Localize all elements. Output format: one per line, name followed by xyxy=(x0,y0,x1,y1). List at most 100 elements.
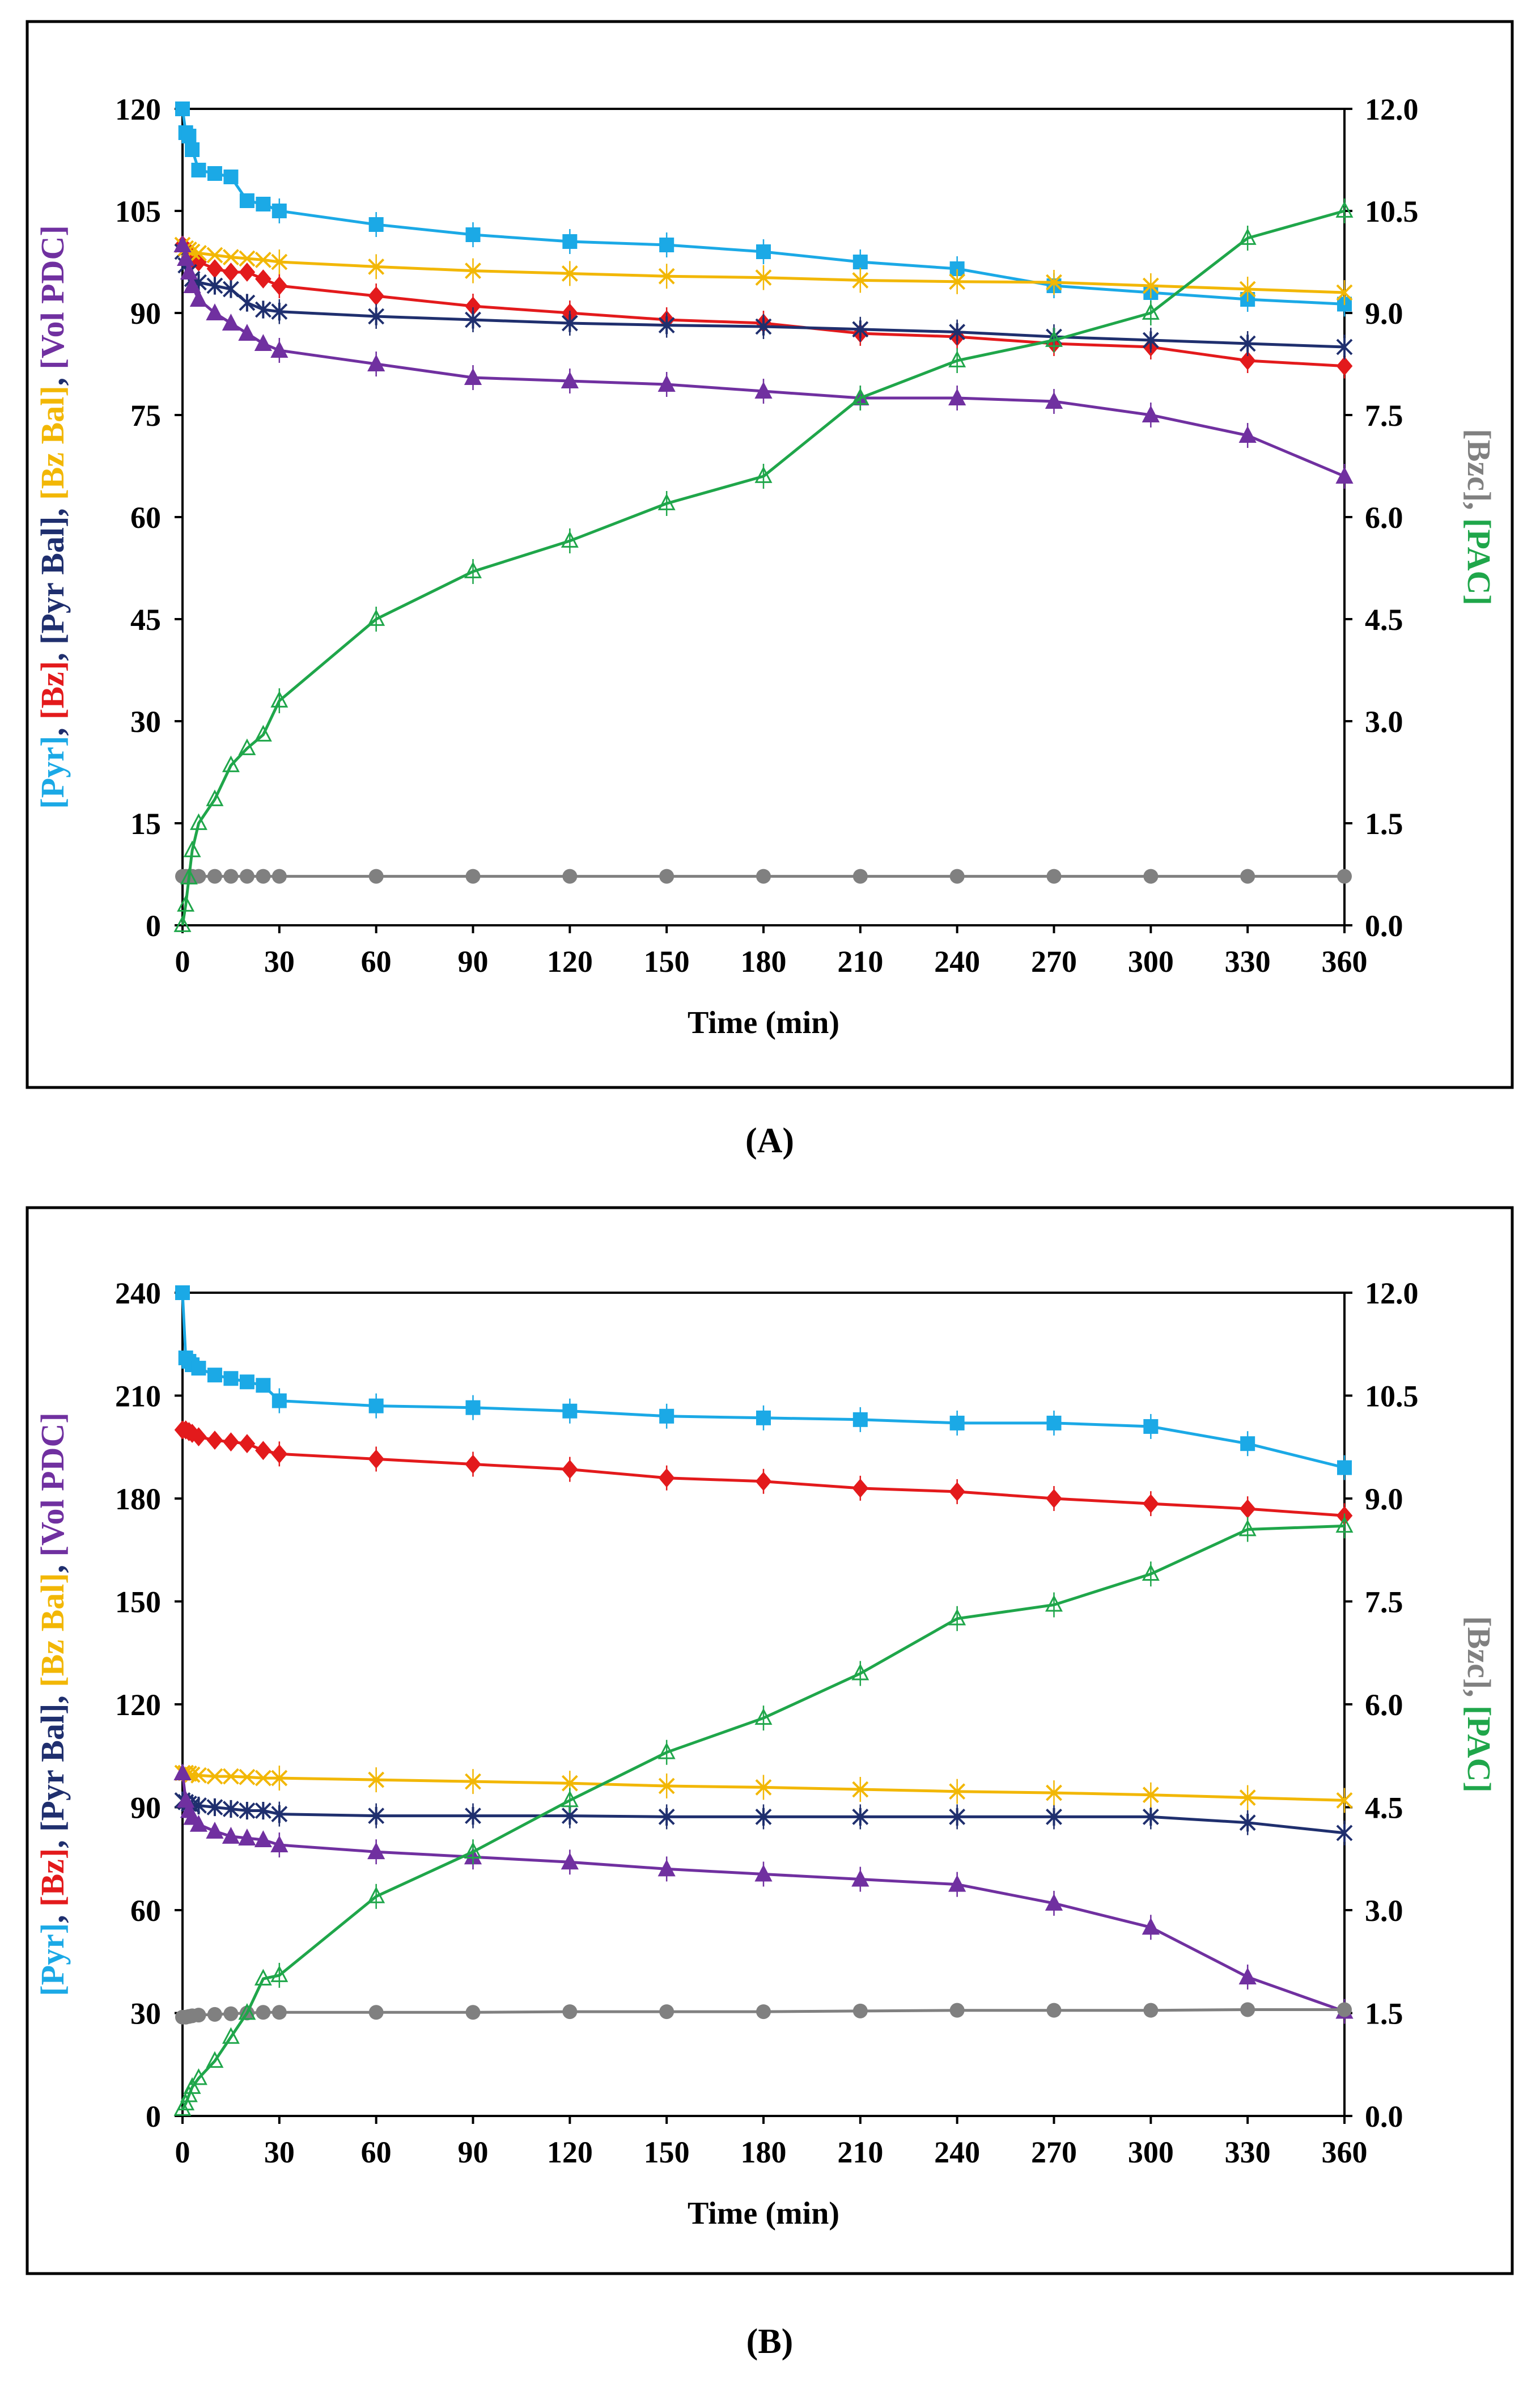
data-point-pyr-bal xyxy=(949,1808,966,1826)
x-tick-label: 240 xyxy=(934,2135,980,2169)
data-point-vol-pdc xyxy=(254,334,272,351)
data-point-bz xyxy=(755,1471,772,1491)
y-right-title-part: [Bzc] xyxy=(1461,429,1497,502)
data-point-pac xyxy=(189,813,207,830)
x-tick-label: 330 xyxy=(1225,2135,1271,2169)
data-point-bzc xyxy=(852,869,868,884)
data-point-bzc xyxy=(256,869,271,884)
data-point-bz xyxy=(562,1459,578,1479)
data-point-pyr xyxy=(223,170,239,184)
series-bz-bal xyxy=(174,1764,1353,1813)
data-point-pyr xyxy=(1337,1460,1352,1475)
data-point-bz-bal xyxy=(852,1781,869,1798)
data-point-bzc xyxy=(949,869,965,884)
x-axis-title: Time (min) xyxy=(688,1005,839,1040)
data-point-vol-pdc xyxy=(270,341,289,358)
data-point-bz xyxy=(368,1449,384,1469)
data-point-vol-pdc xyxy=(270,1835,289,1853)
data-point-bz xyxy=(271,276,288,295)
y-left-tick-label: 240 xyxy=(115,1276,161,1310)
data-point-bzc xyxy=(223,869,239,884)
data-point-pyr xyxy=(191,1361,206,1376)
x-tick-label: 30 xyxy=(264,945,295,979)
y-left-axis-title: [Pyr], [Bz], [Pyr Bal], [Bz Bal], [Vol P… xyxy=(34,225,71,809)
data-point-bzc xyxy=(1046,2003,1062,2018)
series-bzc xyxy=(175,2002,1352,2025)
x-tick-label: 60 xyxy=(361,2135,392,2169)
data-point-pyr xyxy=(465,227,481,242)
data-point-pyr xyxy=(659,238,674,252)
data-point-pac xyxy=(1142,1564,1160,1581)
y-right-tick-label: 6.0 xyxy=(1365,501,1403,535)
data-point-bz-bal xyxy=(223,249,239,266)
panel-b: 0 30 60 90 120 150 180 210 240 270 300 330 360 Time (… xyxy=(0,1196,1540,2380)
x-axis-title: Time (min) xyxy=(688,2196,839,2231)
data-point-bz-bal xyxy=(190,1767,207,1784)
data-point-pyr-bal xyxy=(239,294,256,312)
data-point-pyr-bal xyxy=(852,320,869,338)
data-point-bz-bal xyxy=(1336,1792,1353,1809)
y-left-tick-label: 75 xyxy=(130,399,161,433)
data-point-pac xyxy=(464,561,482,578)
y-left-title-part: , xyxy=(34,1832,71,1848)
data-point-pyr-bal xyxy=(368,1807,385,1825)
data-point-bzc xyxy=(465,869,481,884)
data-point-vol-pdc xyxy=(206,1821,224,1839)
data-point-bz-bal xyxy=(1046,1784,1062,1801)
data-point-pac xyxy=(238,2003,256,2020)
data-point-pac xyxy=(657,1742,676,1759)
data-point-vol-pdc xyxy=(1238,1967,1257,1984)
data-point-pyr-bal xyxy=(658,316,675,335)
data-point-pyr-bal xyxy=(852,1808,869,1826)
series-pac xyxy=(173,198,1354,932)
data-point-pac xyxy=(1045,1595,1063,1612)
x-tick-label: 90 xyxy=(458,2135,489,2169)
y-left-tick-label: 0 xyxy=(146,909,161,943)
data-point-bz xyxy=(206,259,223,278)
data-point-pac xyxy=(367,1886,385,1903)
data-point-pac xyxy=(189,2068,207,2085)
data-point-vol-pdc xyxy=(222,1827,240,1844)
data-point-pyr-bal xyxy=(1239,335,1256,353)
y-left-tick-label: 210 xyxy=(115,1379,161,1413)
y-left-title-part: [Bz] xyxy=(34,1848,71,1907)
y-left-title-part: [Pyr Bal] xyxy=(34,1704,71,1832)
data-point-bzc xyxy=(191,2008,206,2023)
y-left-title-part: , xyxy=(34,1687,71,1704)
y-left-title-part: , xyxy=(34,1556,71,1573)
data-point-pyr-bal xyxy=(271,1805,288,1823)
data-point-bz-bal xyxy=(658,1777,675,1794)
data-point-pac xyxy=(180,2085,198,2102)
y-left-tick-label: 105 xyxy=(115,194,161,228)
data-point-pac xyxy=(1238,228,1257,245)
x-tick-label: 210 xyxy=(837,945,883,979)
y-right-tick-label: 1.5 xyxy=(1365,1997,1403,2031)
data-point-bz xyxy=(1336,356,1353,376)
data-point-bz-bal xyxy=(561,265,578,282)
data-point-bz xyxy=(190,252,207,272)
data-point-pac xyxy=(222,2027,240,2044)
data-point-bz-bal xyxy=(239,250,256,267)
panel-label: (A) xyxy=(745,1121,794,1160)
data-point-vol-pdc xyxy=(222,314,240,331)
data-point-pyr xyxy=(256,197,271,211)
series-pyr-bal xyxy=(174,1791,1353,1846)
data-point-bz-bal xyxy=(1336,284,1353,301)
y-right-tick-label: 9.0 xyxy=(1365,297,1403,331)
y-right-tick-label: 4.5 xyxy=(1365,1791,1403,1825)
y-left-title-part: [Pyr] xyxy=(34,1923,71,1996)
data-point-vol-pdc xyxy=(948,1874,966,1892)
series-pac xyxy=(173,1513,1354,2116)
x-tick-label: 120 xyxy=(547,2135,593,2169)
data-point-bzc xyxy=(368,2005,384,2020)
data-point-pyr xyxy=(562,234,578,249)
y-left-tick-label: 120 xyxy=(115,92,161,126)
data-point-pyr xyxy=(256,1378,271,1393)
y-left-tick-label: 90 xyxy=(130,297,161,331)
x-tick-label: 180 xyxy=(741,945,787,979)
data-point-pac xyxy=(177,895,195,912)
y-left-title-part: [Pyr Bal] xyxy=(34,517,71,645)
data-point-bzc xyxy=(949,2003,965,2018)
y-left-tick-label: 90 xyxy=(130,1791,161,1825)
data-point-vol-pdc xyxy=(657,1859,676,1877)
